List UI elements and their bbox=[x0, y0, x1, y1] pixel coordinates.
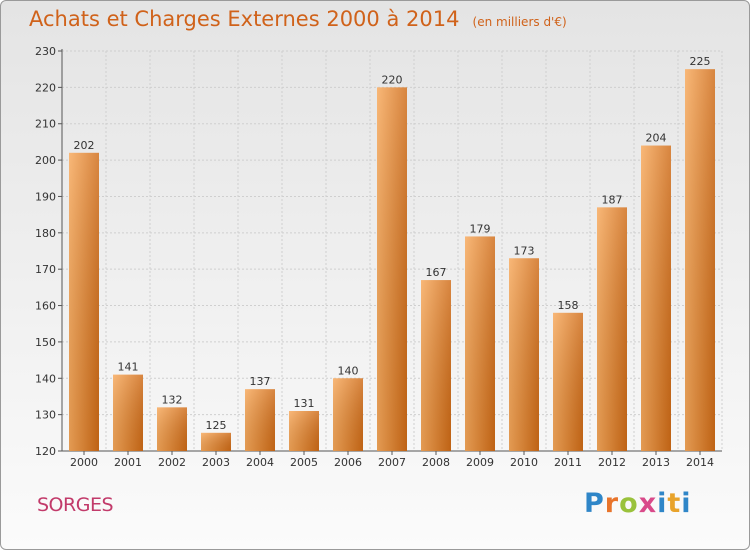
bar-shade bbox=[157, 407, 187, 451]
bar-shade bbox=[597, 207, 627, 451]
bar-shade bbox=[421, 280, 451, 451]
bar-shade bbox=[685, 69, 715, 451]
x-tick-label: 2008 bbox=[422, 456, 450, 469]
x-tick-label: 2000 bbox=[70, 456, 98, 469]
y-tick-label: 180 bbox=[35, 227, 56, 240]
bar-shade bbox=[113, 374, 143, 451]
bar-shade bbox=[69, 152, 99, 451]
y-tick-label: 150 bbox=[35, 336, 56, 349]
value-label: 137 bbox=[250, 375, 271, 388]
value-label: 140 bbox=[338, 364, 359, 377]
bar-shade bbox=[333, 378, 363, 451]
proxiti-logo: Proxiti bbox=[584, 488, 692, 519]
x-tick-label: 2003 bbox=[202, 456, 230, 469]
value-label: 187 bbox=[602, 193, 623, 206]
value-label: 204 bbox=[646, 132, 667, 145]
x-tick-labels: 2000 2001 2002 2003 2004 2005 2006 2007 2008 2009… bbox=[70, 456, 714, 469]
title-block: Achats et Charges Externes 2000 à 2014 (… bbox=[29, 7, 567, 31]
value-label: 173 bbox=[514, 244, 535, 257]
bars bbox=[69, 69, 715, 451]
value-label: 220 bbox=[382, 73, 403, 86]
value-label: 167 bbox=[426, 266, 447, 279]
bar-shade bbox=[509, 258, 539, 451]
bar-shade bbox=[289, 411, 319, 451]
y-tick-label: 140 bbox=[35, 372, 56, 385]
x-tick-label: 2005 bbox=[290, 456, 318, 469]
value-label: 125 bbox=[206, 419, 227, 432]
value-labels: 202 141 132 125 137 131 140 220 167 179 173 158 187 2… bbox=[74, 55, 711, 432]
bar-shade bbox=[245, 389, 275, 451]
x-tick-label: 2002 bbox=[158, 456, 186, 469]
value-label: 179 bbox=[470, 222, 491, 235]
value-label: 141 bbox=[118, 361, 139, 374]
x-tick-label: 2009 bbox=[466, 456, 494, 469]
y-tick-label: 170 bbox=[35, 263, 56, 276]
y-tick-label: 220 bbox=[35, 81, 56, 94]
bar-shade bbox=[641, 145, 671, 451]
x-tick-label: 2007 bbox=[378, 456, 406, 469]
x-tick-label: 2012 bbox=[598, 456, 626, 469]
y-tick-label: 200 bbox=[35, 154, 56, 167]
value-label: 132 bbox=[162, 393, 183, 406]
y-tick-label: 230 bbox=[35, 45, 56, 58]
bar-shade bbox=[201, 432, 231, 451]
x-tick-label: 2006 bbox=[334, 456, 362, 469]
x-tick-label: 2011 bbox=[554, 456, 582, 469]
y-tick-label: 210 bbox=[35, 118, 56, 131]
x-tick-label: 2013 bbox=[642, 456, 670, 469]
y-tick-label: 190 bbox=[35, 190, 56, 203]
y-tick-label: 160 bbox=[35, 300, 56, 313]
x-tick-label: 2014 bbox=[686, 456, 714, 469]
x-tick-label: 2004 bbox=[246, 456, 274, 469]
bar-shade bbox=[377, 87, 407, 451]
chart-subtitle: (en milliers d'€) bbox=[472, 15, 567, 29]
x-tick-label: 2001 bbox=[114, 456, 142, 469]
chart-title: Achats et Charges Externes 2000 à 2014 bbox=[29, 7, 460, 31]
value-label: 158 bbox=[558, 299, 579, 312]
y-tick-label: 120 bbox=[35, 445, 56, 458]
commune-name: SORGES bbox=[37, 494, 114, 516]
value-label: 131 bbox=[294, 397, 315, 410]
y-tick-labels: 120 130 140 150 160 170 180 190 200 210 220 230 bbox=[35, 45, 56, 458]
bar-shade bbox=[553, 312, 583, 451]
x-tick-label: 2010 bbox=[510, 456, 538, 469]
bar-shade bbox=[465, 236, 495, 451]
value-label: 202 bbox=[74, 139, 95, 152]
y-tick-label: 130 bbox=[35, 409, 56, 422]
value-label: 225 bbox=[690, 55, 711, 68]
